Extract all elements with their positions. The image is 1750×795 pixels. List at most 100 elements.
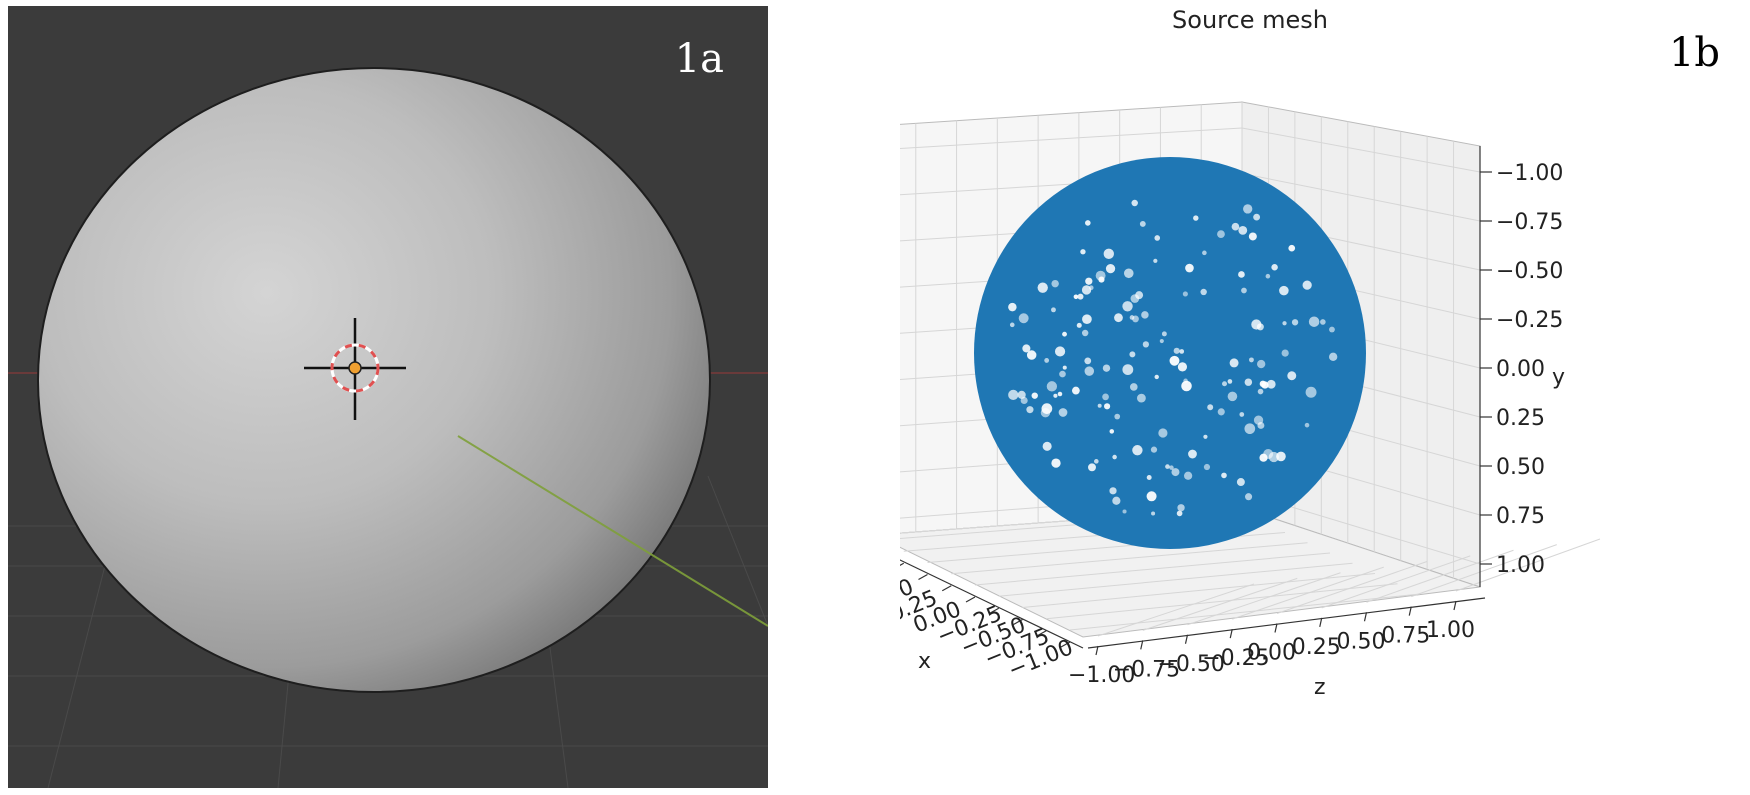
scatter-gap — [1081, 329, 1089, 337]
scatter-gap — [1151, 511, 1156, 516]
scatter-gap — [1279, 285, 1289, 296]
scatter-gap — [1308, 316, 1320, 327]
scatter-gap — [1141, 311, 1149, 319]
scatter-gap — [1136, 393, 1146, 403]
scatter-gap — [1044, 358, 1050, 363]
scatter-gap — [1026, 406, 1034, 414]
scatter-gap — [1129, 315, 1135, 320]
scatter-gap — [1129, 383, 1138, 391]
scatter-gap — [1084, 357, 1092, 365]
scatter-gap — [1139, 220, 1146, 227]
scatter-gap — [1008, 389, 1019, 401]
scatter-gap — [1287, 371, 1297, 381]
scatter-gap — [1130, 294, 1140, 303]
scatter-gap — [1185, 263, 1194, 273]
blender-viewport[interactable]: 1a — [8, 6, 768, 788]
scatter-gap — [1169, 355, 1180, 366]
z-tick-label: 0.75 — [1381, 624, 1430, 649]
scatter-gap — [1221, 472, 1227, 479]
y-tick-label: 0.75 — [1496, 504, 1545, 529]
scatter-gap — [1114, 413, 1121, 420]
scatter-gap — [1132, 445, 1143, 456]
y-tick-label: 1.00 — [1496, 553, 1545, 578]
scatter-gap — [1097, 403, 1102, 408]
scatter-gap — [1276, 451, 1286, 462]
scatter-gap — [1271, 263, 1278, 271]
scatter-gap — [1081, 285, 1092, 295]
scatter-gap — [1203, 463, 1211, 471]
scatter-gap — [1329, 326, 1335, 333]
scatter-gap — [1159, 338, 1164, 344]
scatter-gap — [1193, 215, 1199, 221]
scatter-gap — [1305, 386, 1317, 398]
z-tick-label: 0.25 — [1292, 635, 1341, 660]
y-tick-label: −0.25 — [1496, 308, 1563, 333]
scatter-gap — [1241, 287, 1247, 294]
x-axis-label: x — [918, 649, 931, 674]
x-axis — [900, 559, 1084, 649]
scatter-gap — [1093, 459, 1099, 464]
scatter-gap — [1281, 349, 1289, 357]
scatter-gap — [1104, 403, 1111, 410]
scatter-gap — [1009, 322, 1015, 328]
tick-marks — [900, 171, 1492, 656]
scatter-gap — [1304, 422, 1310, 428]
scatter-gap — [1202, 250, 1207, 256]
scatter-gap — [1154, 374, 1159, 380]
scatter-gap — [1207, 404, 1214, 411]
scatter-gap — [1095, 270, 1106, 281]
y-tick-label: −0.50 — [1496, 259, 1563, 284]
scatter-gap — [1150, 446, 1158, 453]
scatter-gap — [1022, 344, 1031, 353]
scatter-gap — [1037, 282, 1048, 293]
scatter-gap — [1146, 491, 1157, 502]
scatter-gap — [1158, 428, 1168, 438]
z-tick-label: −1.00 — [1068, 663, 1135, 688]
scatter-gap — [1259, 453, 1268, 462]
y-axis-line — [457, 435, 768, 627]
scatter-gap — [1122, 301, 1133, 312]
scatter-gap — [1171, 468, 1180, 477]
scatter-gap — [1054, 346, 1066, 357]
z-axis-label: z — [1314, 675, 1326, 700]
scatter-gap — [1057, 391, 1063, 397]
scatter-gap — [1177, 362, 1188, 372]
origin-dot — [348, 361, 362, 375]
scatter-gap — [1249, 357, 1254, 363]
scatter-gap — [1103, 248, 1114, 259]
scatter-gap — [1085, 277, 1093, 285]
scatter-gap — [1238, 271, 1245, 278]
scatter-gap — [1051, 307, 1056, 313]
panel-label-1a: 1a — [674, 36, 724, 82]
scatter-gap — [1291, 319, 1299, 326]
scatter-gap — [1183, 378, 1188, 384]
scatter-gap — [1080, 249, 1086, 255]
scatter-gap — [1123, 268, 1134, 279]
scatter-gap — [1109, 487, 1117, 495]
scatter-gap — [1257, 359, 1266, 369]
scatter-gap — [1146, 475, 1152, 480]
scatter-gap — [1105, 263, 1116, 274]
scatter-gap — [1062, 365, 1067, 370]
scatter-gap — [1302, 280, 1312, 290]
scatter-gap — [1203, 434, 1208, 439]
scatter-gap — [1217, 230, 1225, 239]
scatter-gap — [1176, 510, 1183, 517]
scatter-gap — [1217, 408, 1225, 416]
scatter-gap — [1236, 478, 1245, 487]
scatter-gap — [1084, 366, 1095, 376]
scatter-gaps — [1008, 199, 1338, 517]
y-tick-label: −1.00 — [1496, 161, 1563, 186]
scatter-gap — [1229, 358, 1239, 368]
scatter-gap — [1051, 279, 1059, 288]
scatter-gap — [1062, 331, 1067, 337]
scatter-gap — [1161, 331, 1167, 337]
scatter-gap — [1182, 291, 1188, 297]
scatter-gap — [1131, 199, 1138, 207]
y-tick-label: 0.50 — [1496, 455, 1545, 480]
z-tick-label: −0.75 — [1113, 657, 1180, 682]
scatter-gap — [1020, 396, 1028, 405]
scatter-gap — [1071, 386, 1080, 395]
scatter-gap — [1165, 464, 1170, 469]
z-tick-label: 0.50 — [1337, 629, 1386, 654]
